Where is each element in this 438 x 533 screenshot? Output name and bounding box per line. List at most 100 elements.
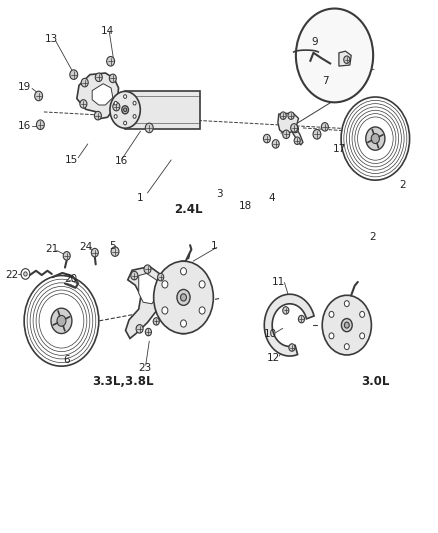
Circle shape xyxy=(340,97,409,180)
Circle shape xyxy=(371,134,378,143)
Text: 2: 2 xyxy=(368,232,375,242)
Text: 14: 14 xyxy=(100,26,113,36)
Circle shape xyxy=(153,318,159,325)
Circle shape xyxy=(144,265,151,273)
Circle shape xyxy=(24,276,99,366)
Text: 21: 21 xyxy=(45,245,58,254)
Circle shape xyxy=(162,307,167,314)
Circle shape xyxy=(292,125,298,133)
Circle shape xyxy=(199,281,205,288)
Circle shape xyxy=(36,120,44,130)
Circle shape xyxy=(63,252,70,260)
Circle shape xyxy=(180,320,186,327)
Text: 1: 1 xyxy=(210,241,217,251)
Circle shape xyxy=(114,101,117,105)
Circle shape xyxy=(145,123,153,133)
Circle shape xyxy=(359,311,364,317)
Polygon shape xyxy=(125,91,199,129)
Circle shape xyxy=(282,306,288,314)
Circle shape xyxy=(321,123,328,131)
Circle shape xyxy=(287,112,293,119)
Circle shape xyxy=(114,115,117,118)
Circle shape xyxy=(124,95,126,99)
Circle shape xyxy=(136,325,143,333)
Text: 13: 13 xyxy=(45,34,58,44)
Text: 1: 1 xyxy=(137,193,144,203)
Circle shape xyxy=(312,130,320,139)
Circle shape xyxy=(109,74,116,83)
Text: 5: 5 xyxy=(109,241,116,251)
Polygon shape xyxy=(138,273,158,304)
Circle shape xyxy=(321,295,371,355)
Ellipse shape xyxy=(163,261,203,334)
Circle shape xyxy=(341,319,351,332)
Text: 6: 6 xyxy=(63,356,70,365)
Polygon shape xyxy=(92,84,113,105)
Circle shape xyxy=(91,248,98,257)
Polygon shape xyxy=(264,294,313,356)
Circle shape xyxy=(133,115,136,118)
Text: 4: 4 xyxy=(267,193,274,203)
Text: 2: 2 xyxy=(398,181,405,190)
Circle shape xyxy=(365,127,384,150)
Polygon shape xyxy=(338,51,350,66)
Text: 3.0L: 3.0L xyxy=(360,375,389,387)
Circle shape xyxy=(131,271,138,280)
Circle shape xyxy=(51,308,72,334)
Text: 17: 17 xyxy=(332,144,345,154)
Ellipse shape xyxy=(324,301,346,349)
Circle shape xyxy=(263,134,270,143)
Circle shape xyxy=(328,311,333,317)
Circle shape xyxy=(70,70,78,79)
Circle shape xyxy=(288,344,294,351)
Circle shape xyxy=(157,273,163,281)
Circle shape xyxy=(124,108,126,111)
Text: 24: 24 xyxy=(79,243,92,252)
Circle shape xyxy=(328,333,333,339)
Text: 11: 11 xyxy=(271,278,284,287)
Text: 2.4L: 2.4L xyxy=(174,203,202,216)
Text: 19: 19 xyxy=(18,83,31,92)
Polygon shape xyxy=(277,113,298,134)
Circle shape xyxy=(35,91,42,101)
Circle shape xyxy=(279,112,286,119)
Text: 12: 12 xyxy=(267,353,280,363)
Circle shape xyxy=(162,281,167,288)
Circle shape xyxy=(343,344,349,350)
Text: 9: 9 xyxy=(310,37,317,46)
Circle shape xyxy=(282,130,289,139)
Circle shape xyxy=(24,272,27,276)
Circle shape xyxy=(293,137,300,144)
Text: 16: 16 xyxy=(18,122,31,131)
Circle shape xyxy=(153,261,213,334)
Circle shape xyxy=(57,316,66,326)
Circle shape xyxy=(21,269,30,279)
Circle shape xyxy=(343,56,349,63)
Text: 15: 15 xyxy=(64,155,78,165)
Circle shape xyxy=(177,289,190,305)
Polygon shape xyxy=(125,266,164,338)
Circle shape xyxy=(106,56,114,66)
Circle shape xyxy=(113,102,120,111)
Circle shape xyxy=(94,111,101,120)
Circle shape xyxy=(124,121,126,125)
Circle shape xyxy=(290,124,297,132)
Circle shape xyxy=(110,91,140,128)
Circle shape xyxy=(343,322,349,328)
Polygon shape xyxy=(77,73,118,119)
Circle shape xyxy=(81,78,88,87)
Circle shape xyxy=(343,301,349,306)
Text: 23: 23 xyxy=(138,363,151,373)
Text: 7: 7 xyxy=(321,76,328,86)
Circle shape xyxy=(80,100,87,108)
Text: 18: 18 xyxy=(238,201,251,211)
Circle shape xyxy=(272,140,279,148)
Circle shape xyxy=(180,268,186,275)
Polygon shape xyxy=(291,129,302,145)
Circle shape xyxy=(111,247,119,256)
Circle shape xyxy=(199,307,205,314)
Circle shape xyxy=(95,73,102,82)
Circle shape xyxy=(121,106,128,114)
Circle shape xyxy=(298,316,304,323)
Text: 10: 10 xyxy=(263,329,276,338)
